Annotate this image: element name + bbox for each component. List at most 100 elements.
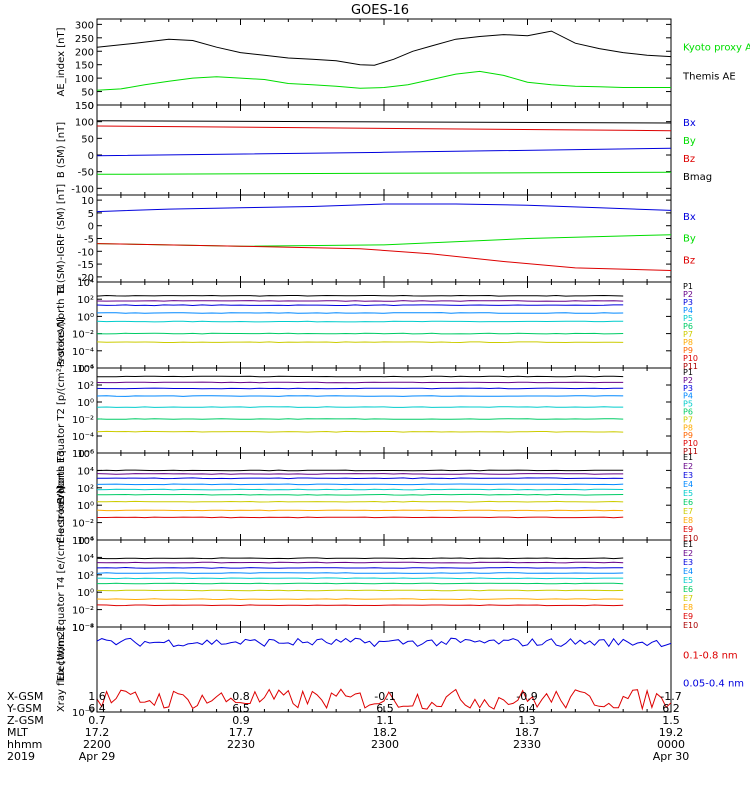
figure-title: GOES-16 bbox=[351, 3, 409, 18]
y-tick-label: 10⁰ bbox=[77, 312, 94, 323]
legend-entry: P9 bbox=[683, 346, 693, 355]
y-tick-label: 10 bbox=[81, 196, 94, 207]
legend-entry: Bx bbox=[683, 212, 696, 223]
series-line bbox=[96, 320, 624, 323]
legend-entry: P11 bbox=[683, 362, 698, 371]
ephemeris-row-label: 2019 bbox=[7, 750, 35, 763]
series-line bbox=[96, 406, 624, 408]
legend-entry: P7 bbox=[683, 330, 693, 339]
legend-entry: E7 bbox=[683, 594, 693, 603]
ephemeris-value: 0.9 bbox=[232, 714, 250, 727]
panel-8: 10⁻⁹ 10⁻⁸ Xray flux [W/m2] 0.1-0.8 nm 0.05-0… bbox=[56, 623, 744, 719]
series-line bbox=[96, 430, 624, 433]
ephemeris-value: 1.3 bbox=[518, 714, 536, 727]
y-tick-label: 250 bbox=[75, 34, 94, 45]
legend-entry: Bz bbox=[683, 154, 695, 165]
panel-2: -100 -50 0 50 100 150 B (SM) [nT] Bx By Bz Bmag bbox=[56, 101, 712, 196]
ephemeris-row: Y-GSM 6.4 6.5 6.5 6.4 6.2 bbox=[0, 702, 750, 715]
ephemeris-value: 6.2 bbox=[662, 702, 680, 715]
series-line bbox=[97, 477, 624, 480]
legend-entry: E10 bbox=[683, 534, 698, 543]
legend-entry: P6 bbox=[683, 408, 693, 417]
series-line bbox=[96, 473, 624, 475]
legend-entry: Bx bbox=[683, 118, 696, 129]
series-line bbox=[96, 589, 624, 592]
series-line bbox=[96, 418, 624, 420]
ephemeris-value: 1.1 bbox=[376, 714, 394, 727]
y-tick-label: 10² bbox=[77, 571, 94, 582]
ephemeris-value: 2230 bbox=[227, 738, 255, 751]
y-tick-label: 150 bbox=[75, 61, 94, 72]
series-line bbox=[97, 582, 624, 585]
y-tick-label: 10⁴ bbox=[77, 466, 94, 477]
legend-entry: E2 bbox=[683, 549, 693, 558]
series-line bbox=[96, 500, 624, 503]
panel-3: -20 -15 -10-5 0 5 10 B (SM)-IGRF (SM) [nT] Bx By… bbox=[56, 184, 696, 293]
y-axis-label: Electrons Equator T4 [e/(cm²-s-sr-keV)] bbox=[56, 486, 67, 681]
legend-entry: Kyoto proxy AE bbox=[683, 43, 750, 54]
ephemeris-row: hhmm 2200 2230 2300 2330 0000 bbox=[0, 738, 750, 751]
series-line bbox=[96, 637, 672, 648]
ephemeris-value: 2330 bbox=[513, 738, 541, 751]
y-axis-label: Protons North T1 bbox=[56, 283, 67, 367]
series-line bbox=[96, 341, 624, 344]
series-line bbox=[96, 598, 624, 601]
y-tick-label: 10⁴ bbox=[77, 364, 94, 375]
panel-frame bbox=[96, 452, 672, 541]
legend-entry: E3 bbox=[683, 471, 693, 480]
legend-entry: P11 bbox=[683, 447, 698, 456]
ephemeris-value: 2200 bbox=[83, 738, 111, 751]
y-axis-label: B (SM) [nT] bbox=[56, 122, 67, 178]
legend-entry: P3 bbox=[683, 298, 693, 307]
panel-6: 10⁻⁴ 10⁻² 10⁰ 10² 10⁴ 10⁶ Electrons North T3 E1… bbox=[56, 449, 698, 547]
series-line bbox=[96, 561, 624, 564]
y-tick-label: 10⁰ bbox=[77, 398, 94, 409]
legend-entry: P7 bbox=[683, 415, 693, 424]
ephemeris-value: 19.2 bbox=[658, 726, 684, 739]
legend-entry: E3 bbox=[683, 558, 693, 567]
y-tick-label: 10⁻² bbox=[72, 415, 94, 426]
legend-entry: P10 bbox=[683, 439, 698, 448]
ephemeris-value: Apr 29 bbox=[78, 750, 116, 763]
series-line bbox=[96, 572, 624, 574]
series-line bbox=[96, 312, 624, 314]
series-line bbox=[96, 381, 624, 384]
legend-entry: P8 bbox=[683, 338, 693, 347]
panel-1: 0 50 100 150 200 250 300 AE_index [nT] Kyoto pro… bbox=[56, 18, 750, 112]
series-line bbox=[96, 509, 624, 512]
series-line bbox=[96, 566, 624, 569]
ephemeris-value: -1.7 bbox=[660, 690, 682, 703]
y-axis-label: Electrons North T3 bbox=[56, 450, 67, 543]
legend-entry: P2 bbox=[683, 376, 693, 385]
ephemeris-value: 6.4 bbox=[518, 702, 536, 715]
ephemeris-row-label: hhmm bbox=[7, 738, 43, 751]
y-tick-label: 10⁰ bbox=[77, 501, 94, 512]
legend-entry: P6 bbox=[683, 322, 693, 331]
ephemeris-value: Apr 30 bbox=[652, 750, 690, 763]
ephemeris-row-label: X-GSM bbox=[7, 690, 44, 703]
ephemeris-value: 1.5 bbox=[662, 714, 680, 727]
ephemeris-row-label: Z-GSM bbox=[7, 714, 44, 727]
y-tick-label: 10⁻⁴ bbox=[72, 536, 94, 547]
y-axis-label: Xray flux [W/m2] bbox=[56, 627, 67, 712]
ephemeris-value: 17.2 bbox=[84, 726, 110, 739]
y-tick-label: 10² bbox=[77, 484, 94, 495]
legend-entry: Themis AE bbox=[682, 71, 736, 82]
series-line bbox=[96, 120, 672, 124]
legend-entry: P1 bbox=[683, 282, 693, 291]
legend-entry: E9 bbox=[683, 525, 693, 534]
ephemeris-row: X-GSM 1.6 0.8 -0.1 -0.9 -1.7 bbox=[0, 690, 750, 703]
y-tick-label: -10 bbox=[78, 247, 94, 258]
ephemeris-value: 2300 bbox=[371, 738, 399, 751]
y-tick-label: 10⁶ bbox=[77, 449, 94, 460]
series-line bbox=[97, 375, 624, 378]
legend-entry: E6 bbox=[683, 585, 693, 594]
legend-entry: E6 bbox=[683, 498, 693, 507]
ephemeris-value: 0.7 bbox=[88, 714, 106, 727]
y-tick-label: 10⁻⁶ bbox=[72, 364, 94, 375]
series-line bbox=[96, 147, 672, 157]
series-line bbox=[96, 171, 672, 175]
